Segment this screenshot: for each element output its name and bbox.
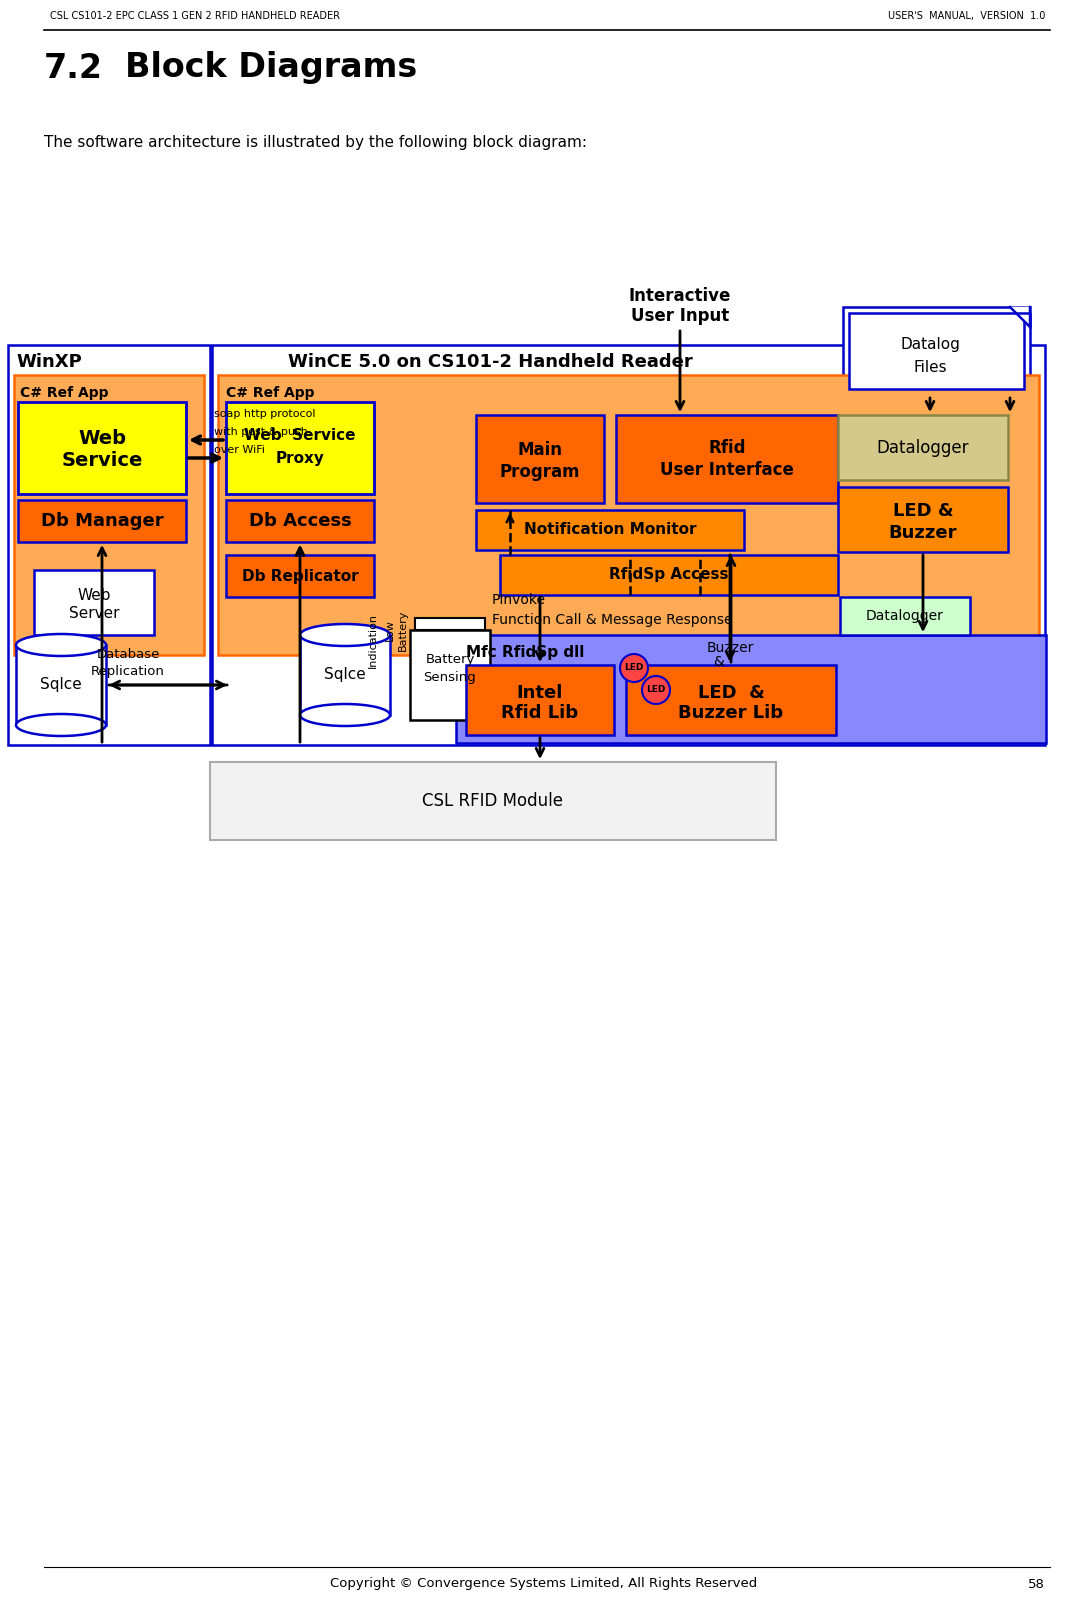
Circle shape [620, 654, 648, 683]
Text: C# Ref App: C# Ref App [227, 385, 315, 400]
Text: Battery: Battery [426, 654, 475, 667]
FancyBboxPatch shape [476, 416, 604, 504]
Text: Service: Service [61, 451, 143, 470]
FancyBboxPatch shape [19, 500, 186, 542]
Text: Buzzer Lib: Buzzer Lib [678, 704, 784, 723]
Text: &: & [712, 656, 723, 668]
FancyBboxPatch shape [456, 635, 1047, 744]
Text: Rfid: Rfid [708, 440, 746, 457]
Text: Files: Files [914, 360, 946, 376]
Text: Server: Server [69, 606, 120, 622]
FancyBboxPatch shape [14, 376, 204, 656]
FancyBboxPatch shape [466, 665, 614, 736]
FancyBboxPatch shape [227, 401, 374, 494]
FancyBboxPatch shape [849, 313, 1024, 389]
Text: Datalog: Datalog [901, 337, 959, 352]
Text: Intel: Intel [517, 684, 563, 702]
Text: Rfid Lib: Rfid Lib [501, 704, 578, 723]
Text: Web: Web [77, 587, 111, 603]
Text: LED  &: LED & [698, 684, 764, 702]
Text: LED: LED [624, 664, 644, 673]
FancyBboxPatch shape [409, 630, 490, 720]
Text: LED &: LED & [893, 502, 953, 520]
FancyBboxPatch shape [19, 401, 186, 494]
FancyBboxPatch shape [212, 345, 1045, 745]
Circle shape [643, 676, 670, 704]
FancyBboxPatch shape [227, 500, 374, 542]
Text: The software architecture is illustrated by the following block diagram:: The software architecture is illustrated… [44, 134, 587, 149]
Text: CSL CS101-2 EPC CLASS 1 GEN 2 RFID HANDHELD READER: CSL CS101-2 EPC CLASS 1 GEN 2 RFID HANDH… [50, 11, 340, 21]
FancyBboxPatch shape [843, 307, 1030, 395]
Text: Sqlce: Sqlce [40, 678, 82, 692]
Text: over WiFi: over WiFi [215, 445, 265, 456]
Ellipse shape [299, 704, 390, 726]
FancyBboxPatch shape [840, 596, 970, 635]
Text: WinXP: WinXP [16, 353, 82, 371]
Text: Interactive: Interactive [628, 286, 731, 305]
Text: Proxy: Proxy [276, 451, 325, 465]
Text: Indication: Indication [368, 612, 378, 667]
FancyBboxPatch shape [476, 510, 744, 550]
Text: Sqlce: Sqlce [325, 667, 366, 683]
Text: Battery: Battery [397, 609, 408, 651]
Text: CSL RFID Module: CSL RFID Module [423, 792, 563, 811]
FancyBboxPatch shape [210, 763, 776, 839]
Text: Db Manager: Db Manager [40, 512, 163, 529]
Text: Replication: Replication [91, 665, 164, 678]
Ellipse shape [16, 715, 106, 736]
Text: Buzzer: Buzzer [707, 641, 754, 656]
FancyBboxPatch shape [16, 644, 106, 724]
Text: Web: Web [78, 429, 126, 448]
FancyBboxPatch shape [415, 617, 485, 630]
Text: Function Call & Message Response: Function Call & Message Response [492, 612, 733, 627]
Text: User Interface: User Interface [660, 461, 794, 480]
Text: RfidSp Access: RfidSp Access [609, 568, 729, 582]
FancyBboxPatch shape [299, 635, 390, 715]
Text: User Input: User Input [631, 307, 730, 325]
Text: Copyright © Convergence Systems Limited, All Rights Reserved: Copyright © Convergence Systems Limited,… [330, 1578, 758, 1591]
Text: Buzzer: Buzzer [889, 524, 957, 542]
Text: Db Replicator: Db Replicator [242, 569, 358, 584]
FancyBboxPatch shape [500, 555, 839, 595]
FancyBboxPatch shape [626, 665, 836, 736]
Text: Datalogger: Datalogger [866, 609, 944, 624]
Text: LED: LED [646, 686, 665, 694]
FancyBboxPatch shape [227, 555, 374, 596]
Text: USER'S  MANUAL,  VERSION  1.0: USER'S MANUAL, VERSION 1.0 [888, 11, 1045, 21]
Text: Web  Service: Web Service [244, 427, 356, 443]
Text: 58: 58 [1028, 1578, 1045, 1591]
Text: Program: Program [500, 464, 580, 481]
Text: Database: Database [96, 649, 160, 662]
Text: Db Access: Db Access [248, 512, 352, 529]
FancyBboxPatch shape [839, 416, 1008, 480]
Text: Main: Main [517, 441, 563, 459]
Polygon shape [1010, 307, 1030, 328]
Ellipse shape [299, 624, 390, 646]
Text: 7.2: 7.2 [44, 51, 103, 85]
FancyBboxPatch shape [8, 345, 210, 745]
Text: PInvoke: PInvoke [492, 593, 546, 608]
Ellipse shape [16, 633, 106, 656]
Text: Sensing: Sensing [424, 672, 476, 684]
Text: Notification Monitor: Notification Monitor [524, 523, 696, 537]
FancyBboxPatch shape [34, 569, 154, 635]
FancyBboxPatch shape [218, 376, 1039, 656]
Text: Block Diagrams: Block Diagrams [125, 51, 417, 85]
Text: Low: Low [386, 619, 395, 641]
Text: with post & push: with post & push [215, 427, 308, 437]
FancyBboxPatch shape [616, 416, 839, 504]
Text: WinCE 5.0 on CS101-2 Handheld Reader: WinCE 5.0 on CS101-2 Handheld Reader [287, 353, 693, 371]
Text: soap http protocol: soap http protocol [215, 409, 316, 419]
FancyBboxPatch shape [839, 488, 1008, 552]
Text: Mfc RfidSp dll: Mfc RfidSp dll [466, 646, 585, 660]
Text: Datalogger: Datalogger [877, 440, 969, 457]
Text: C# Ref App: C# Ref App [20, 385, 109, 400]
